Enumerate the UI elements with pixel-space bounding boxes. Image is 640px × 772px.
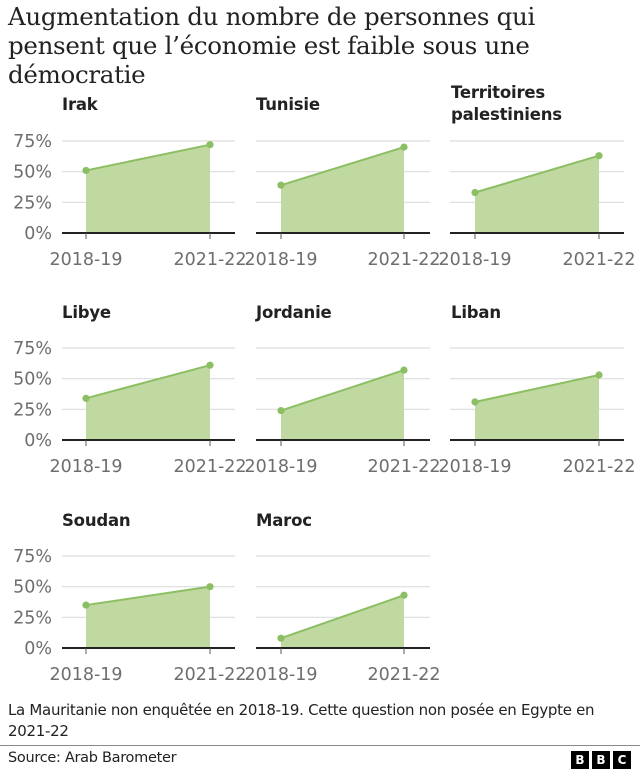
data-point [471,188,479,197]
data-point [206,141,214,149]
data-point [82,601,90,609]
x-tick-label: 2021-22 [367,457,440,477]
area-fill [86,365,210,440]
area-fill [86,586,210,648]
data-point [206,361,214,369]
panel-title-line: Territoires [451,83,546,102]
trend-line [85,585,211,607]
data-point [206,583,214,591]
bbc-logo-letter: B [592,751,610,769]
data-point [400,143,408,151]
footnote: La Mauritanie non enquêtée en 2018-19. C… [8,701,595,740]
panel-title: Jordanie [256,303,332,322]
trend-line [85,143,211,172]
bbc-logo: B B C [571,751,631,769]
y-tick-label: 0% [24,431,52,451]
data-point [277,406,285,415]
data-point [277,634,285,642]
bbc-logo-letter: B [571,751,589,769]
x-tick-label: 2021-22 [367,665,440,685]
panel-title: Tunisie [256,95,320,114]
y-tick-label: 25% [13,608,52,628]
area-fill [281,370,404,440]
panel-title: Irak [62,95,98,114]
data-point [400,366,408,374]
panel-title: Liban [451,303,501,322]
panel-title: Soudan [62,511,131,530]
x-tick-label: 2021-22 [173,457,246,477]
data-point [595,371,603,379]
x-tick-label: 2021-22 [562,250,635,270]
y-tick-label: 0% [24,639,52,659]
x-tick-label: 2018-19 [49,665,122,685]
y-tick-label: 0% [24,224,52,244]
x-tick-label: 2018-19 [49,250,122,270]
trend-line [280,594,405,640]
trend-line [280,146,405,187]
y-tick-label: 75% [13,547,52,567]
y-tick-label: 50% [13,370,52,390]
data-point [400,591,408,599]
panel-title: Maroc [256,511,312,530]
y-tick-label: 50% [13,578,52,598]
x-tick-label: 2018-19 [438,250,511,270]
x-tick-label: 2021-22 [173,250,246,270]
data-point [595,152,603,160]
source-text: Source: Arab Barometer [8,750,177,766]
panel-title: Territoires palestiniens [451,82,562,126]
y-tick-label: 50% [13,163,52,183]
y-tick-label: 75% [13,132,52,152]
data-point [277,181,285,189]
area-fill [475,155,599,233]
area-fill [281,147,404,233]
y-tick-label: 25% [13,193,52,213]
trend-line [474,154,600,194]
x-tick-label: 2021-22 [562,457,635,477]
x-tick-label: 2018-19 [438,457,511,477]
x-tick-label: 2018-19 [244,457,317,477]
x-tick-label: 2021-22 [367,250,440,270]
x-tick-label: 2018-19 [49,457,122,477]
y-tick-label: 25% [13,400,52,420]
trend-line [280,369,405,412]
x-tick-label: 2018-19 [244,665,317,685]
data-point [471,398,479,406]
area-fill [475,374,599,440]
data-point [82,166,90,175]
trend-line [85,364,211,400]
panel-title: Libye [62,303,111,322]
chart-title: Augmentation du nombre de personnes qui … [8,2,536,89]
bbc-logo-letter: C [613,751,631,769]
y-tick-label: 75% [13,339,52,359]
area-fill [281,595,404,648]
data-point [82,394,90,402]
x-tick-label: 2021-22 [173,665,246,685]
panel-title-line: palestiniens [451,105,562,124]
area-fill [86,144,210,233]
trend-line [474,374,600,403]
x-tick-label: 2018-19 [244,250,317,270]
footer-divider [0,745,640,746]
